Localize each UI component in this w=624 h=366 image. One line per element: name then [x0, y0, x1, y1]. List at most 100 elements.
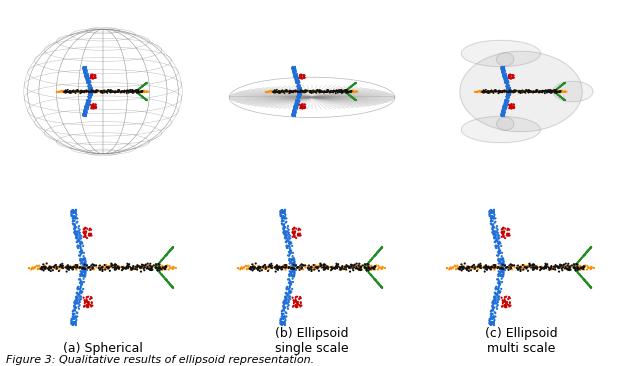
Point — [509, 104, 519, 110]
Point — [448, 265, 458, 271]
Point — [334, 264, 344, 269]
Point — [474, 262, 484, 268]
Point — [66, 89, 76, 94]
Point — [506, 102, 516, 108]
Point — [494, 258, 504, 264]
Point — [122, 89, 132, 95]
Point — [164, 249, 174, 255]
Point — [504, 73, 514, 79]
Point — [80, 112, 90, 118]
Point — [293, 94, 303, 100]
Point — [488, 264, 498, 269]
Point — [518, 87, 528, 93]
Point — [555, 94, 565, 100]
Point — [268, 89, 278, 95]
Point — [277, 311, 287, 317]
Point — [77, 264, 87, 270]
Point — [84, 101, 94, 107]
Point — [489, 299, 499, 305]
Point — [65, 265, 75, 270]
Point — [53, 89, 63, 95]
Point — [142, 89, 152, 95]
Point — [67, 266, 77, 272]
Point — [79, 113, 89, 119]
Point — [112, 265, 122, 271]
Point — [155, 268, 165, 273]
Point — [290, 73, 300, 79]
Point — [348, 263, 358, 269]
Point — [104, 266, 114, 272]
Point — [514, 265, 524, 271]
Point — [167, 246, 177, 251]
Point — [285, 246, 295, 251]
Point — [354, 267, 364, 273]
Point — [343, 89, 353, 95]
Point — [162, 251, 172, 257]
Point — [114, 88, 124, 94]
Point — [489, 225, 499, 231]
Point — [488, 230, 498, 236]
Point — [280, 320, 290, 326]
Point — [365, 271, 375, 277]
Point — [139, 266, 149, 272]
Point — [525, 89, 535, 94]
Point — [543, 264, 553, 269]
Point — [39, 264, 49, 270]
Point — [557, 82, 567, 88]
Point — [554, 269, 564, 274]
Point — [81, 76, 91, 82]
Point — [82, 302, 92, 308]
Point — [156, 271, 166, 277]
Point — [328, 265, 338, 270]
Point — [493, 232, 503, 238]
Point — [85, 79, 95, 85]
Point — [500, 75, 510, 81]
Point — [68, 311, 78, 317]
Point — [366, 257, 376, 263]
Point — [289, 105, 299, 111]
Point — [482, 89, 492, 94]
Point — [331, 88, 341, 94]
Point — [497, 64, 507, 70]
Point — [494, 242, 504, 247]
Point — [338, 89, 348, 94]
Point — [290, 103, 300, 109]
Point — [292, 79, 302, 85]
Point — [505, 85, 515, 91]
Point — [288, 108, 298, 114]
Point — [446, 266, 456, 272]
Point — [498, 64, 508, 70]
Point — [71, 207, 81, 213]
Point — [85, 91, 95, 97]
Point — [499, 67, 509, 73]
Point — [79, 266, 89, 272]
Point — [506, 76, 516, 82]
Point — [519, 266, 529, 272]
Point — [151, 262, 161, 268]
Point — [498, 232, 508, 238]
Point — [497, 112, 507, 118]
Point — [491, 285, 501, 291]
Point — [86, 72, 96, 78]
Point — [497, 108, 507, 114]
Point — [578, 276, 588, 282]
Point — [560, 97, 570, 103]
Point — [97, 266, 107, 272]
Point — [83, 106, 93, 112]
Point — [505, 86, 515, 92]
Point — [351, 89, 361, 94]
Point — [79, 269, 89, 275]
Point — [300, 101, 310, 107]
Point — [551, 89, 561, 94]
Point — [82, 79, 92, 85]
Point — [479, 87, 489, 93]
Point — [278, 227, 288, 232]
Point — [341, 90, 351, 96]
Point — [97, 89, 107, 95]
Point — [79, 109, 89, 115]
Point — [553, 85, 563, 91]
Point — [490, 285, 500, 291]
Point — [319, 261, 329, 267]
Point — [285, 283, 295, 288]
Point — [80, 108, 90, 114]
